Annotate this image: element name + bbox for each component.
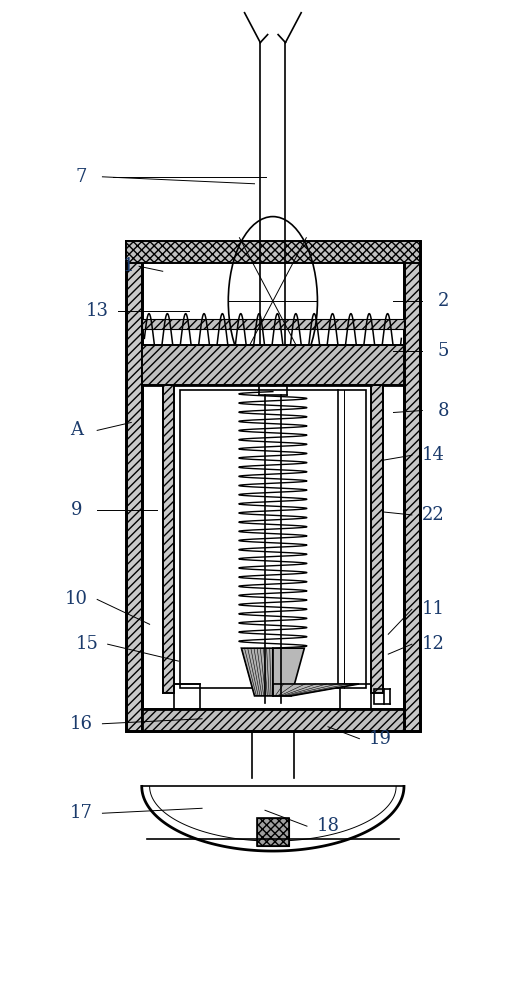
Bar [126, 241, 420, 263]
Bar [257, 818, 289, 846]
Bar [257, 818, 289, 846]
Text: 11: 11 [421, 600, 444, 618]
Bar [142, 709, 404, 731]
Text: 18: 18 [316, 817, 339, 835]
Text: 8: 8 [438, 401, 449, 420]
Bar [142, 385, 404, 731]
Bar [163, 385, 174, 693]
Bar [142, 345, 404, 385]
Text: 13: 13 [86, 302, 109, 320]
Text: 19: 19 [369, 730, 392, 748]
Bar [126, 241, 420, 263]
Bar [372, 385, 383, 693]
Bar [142, 319, 404, 329]
Text: 15: 15 [75, 635, 98, 653]
Bar [174, 684, 200, 709]
Bar [163, 385, 174, 693]
Bar [372, 385, 383, 693]
Polygon shape [273, 684, 359, 696]
Text: 9: 9 [70, 501, 82, 519]
Text: A: A [70, 421, 83, 439]
Text: 22: 22 [421, 506, 444, 524]
Polygon shape [241, 648, 273, 696]
Polygon shape [273, 648, 304, 696]
Text: 17: 17 [70, 804, 93, 822]
Bar [142, 348, 404, 358]
Text: 2: 2 [438, 292, 449, 310]
Bar [142, 709, 404, 731]
Bar [374, 689, 384, 704]
Text: 14: 14 [421, 446, 444, 464]
Bar [126, 241, 142, 731]
Text: 1: 1 [123, 257, 135, 275]
Text: 5: 5 [438, 342, 449, 360]
Bar [404, 241, 420, 731]
Text: 12: 12 [421, 635, 444, 653]
Bar [180, 390, 366, 688]
Text: 16: 16 [70, 715, 93, 733]
Bar [404, 241, 420, 731]
Text: 10: 10 [65, 590, 87, 608]
Bar [142, 345, 404, 385]
Text: 7: 7 [76, 168, 87, 186]
Bar [340, 684, 372, 709]
Bar [126, 241, 142, 731]
